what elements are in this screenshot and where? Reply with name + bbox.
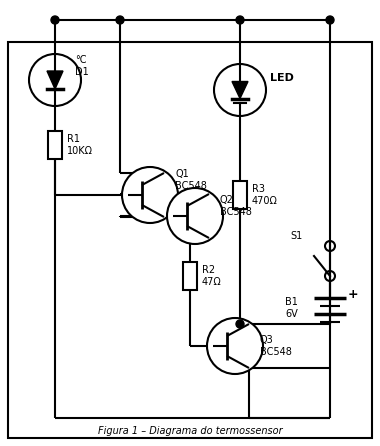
Text: Figura 1 – Diagrama do termossensor: Figura 1 – Diagrama do termossensor	[98, 426, 282, 436]
Polygon shape	[232, 82, 248, 99]
Circle shape	[51, 16, 59, 24]
Text: R3
470Ω: R3 470Ω	[252, 184, 278, 206]
Circle shape	[167, 188, 223, 244]
Circle shape	[214, 64, 266, 116]
Circle shape	[236, 320, 244, 328]
Text: R2
47Ω: R2 47Ω	[202, 265, 222, 287]
Text: Q3
BC548: Q3 BC548	[260, 335, 292, 357]
Text: °C: °C	[75, 55, 87, 65]
Polygon shape	[47, 71, 63, 89]
Text: D1: D1	[75, 67, 89, 77]
Bar	[183, 262, 197, 290]
Text: Q2
BC548: Q2 BC548	[220, 195, 252, 217]
Text: R1
10KΩ: R1 10KΩ	[67, 134, 93, 156]
Circle shape	[236, 16, 244, 24]
Text: S1: S1	[290, 231, 302, 241]
Text: LED: LED	[270, 73, 294, 83]
Text: Q1
BC548: Q1 BC548	[175, 169, 207, 191]
Circle shape	[116, 16, 124, 24]
Circle shape	[122, 167, 178, 223]
Circle shape	[326, 16, 334, 24]
Text: B1
6V: B1 6V	[285, 297, 298, 319]
Circle shape	[207, 318, 263, 374]
Bar	[48, 131, 62, 159]
Bar	[8, 42, 372, 438]
Circle shape	[29, 54, 81, 106]
Text: +: +	[348, 289, 359, 301]
Bar	[233, 181, 247, 209]
